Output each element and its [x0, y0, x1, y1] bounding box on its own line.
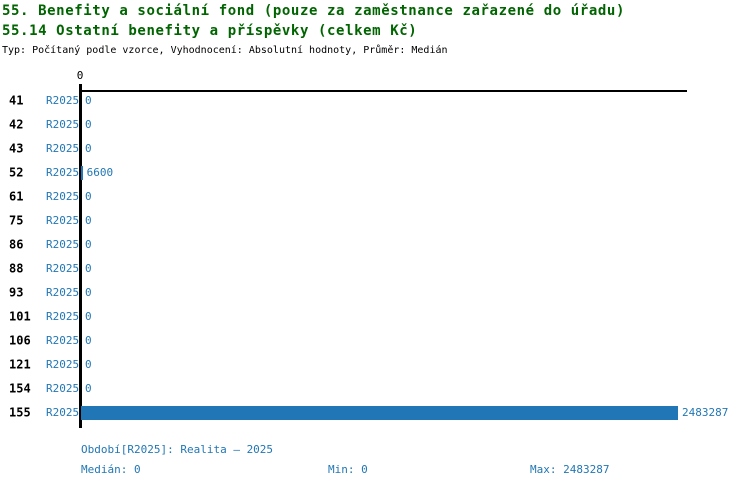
row-period-label: R2025 [46, 382, 80, 395]
row-category-label: 41 [9, 93, 24, 108]
row-category-label: 88 [9, 261, 24, 276]
stat-max: Max: 2483287 [530, 463, 610, 476]
period-legend: Období[R2025]: Realita – 2025 [81, 443, 274, 456]
chart-row: 42 R2025 0 [0, 113, 750, 137]
row-value-label: 0 [85, 286, 92, 299]
row-period-label: R2025 [46, 118, 80, 131]
row-bar [81, 406, 678, 420]
chart-row: 61 R2025 0 [0, 185, 750, 209]
row-value-label: 0 [85, 94, 92, 107]
row-value-label: 0 [85, 118, 92, 131]
row-period-label: R2025 [46, 262, 80, 275]
row-category-label: 154 [9, 381, 31, 396]
chart-row: 43 R2025 0 [0, 137, 750, 161]
row-value-label: 0 [85, 262, 92, 275]
row-period-label: R2025 [46, 142, 80, 155]
row-category-label: 75 [9, 213, 24, 228]
row-period-label: R2025 [46, 166, 80, 179]
row-value-label: 0 [85, 310, 92, 323]
chart-row: 101 R2025 0 [0, 305, 750, 329]
row-category-label: 42 [9, 117, 24, 132]
row-period-label: R2025 [46, 214, 80, 227]
row-period-label: R2025 [46, 406, 80, 419]
row-period-label: R2025 [46, 286, 80, 299]
row-value-label: 0 [85, 190, 92, 203]
row-category-label: 121 [9, 357, 31, 372]
row-value-label: 0 [85, 358, 92, 371]
chart-row: 154 R2025 0 [0, 377, 750, 401]
row-category-label: 61 [9, 189, 24, 204]
chart-row: 121 R2025 0 [0, 353, 750, 377]
row-value-label: 6600 [86, 166, 114, 179]
x-axis-tick-label-zero: 0 [76, 69, 84, 82]
page-title: 55. Benefity a sociální fond (pouze za z… [2, 3, 625, 19]
row-category-label: 101 [9, 309, 31, 324]
row-value-label: 2483287 [682, 406, 729, 419]
row-bar [81, 166, 83, 180]
row-category-label: 86 [9, 237, 24, 252]
x-axis-line [80, 90, 687, 92]
row-category-label: 93 [9, 285, 24, 300]
row-category-label: 106 [9, 333, 31, 348]
stat-median: Medián: 0 [81, 463, 141, 476]
chart-row: 155 R2025 2483287 [0, 401, 750, 425]
row-value-label: 0 [85, 334, 92, 347]
row-period-label: R2025 [46, 358, 80, 371]
page-subtitle: 55.14 Ostatní benefity a příspěvky (celk… [2, 23, 418, 39]
chart-row: 88 R2025 0 [0, 257, 750, 281]
row-category-label: 52 [9, 165, 24, 180]
chart-row: 75 R2025 0 [0, 209, 750, 233]
row-value-label: 0 [85, 238, 92, 251]
y-axis-line [79, 84, 82, 428]
row-category-label: 155 [9, 405, 31, 420]
chart-row: 106 R2025 0 [0, 329, 750, 353]
chart-meta-info: Typ: Počítaný podle vzorce, Vyhodnocení:… [2, 45, 448, 56]
chart-row: 86 R2025 0 [0, 233, 750, 257]
row-period-label: R2025 [46, 94, 80, 107]
chart-row: 93 R2025 0 [0, 281, 750, 305]
chart-row: 41 R2025 0 [0, 89, 750, 113]
row-period-label: R2025 [46, 238, 80, 251]
row-period-label: R2025 [46, 310, 80, 323]
row-value-label: 0 [85, 214, 92, 227]
stat-min: Min: 0 [328, 463, 368, 476]
row-value-label: 0 [85, 382, 92, 395]
row-period-label: R2025 [46, 334, 80, 347]
row-value-label: 0 [85, 142, 92, 155]
row-period-label: R2025 [46, 190, 80, 203]
chart-row: 52 R2025 6600 [0, 161, 750, 185]
row-category-label: 43 [9, 141, 24, 156]
